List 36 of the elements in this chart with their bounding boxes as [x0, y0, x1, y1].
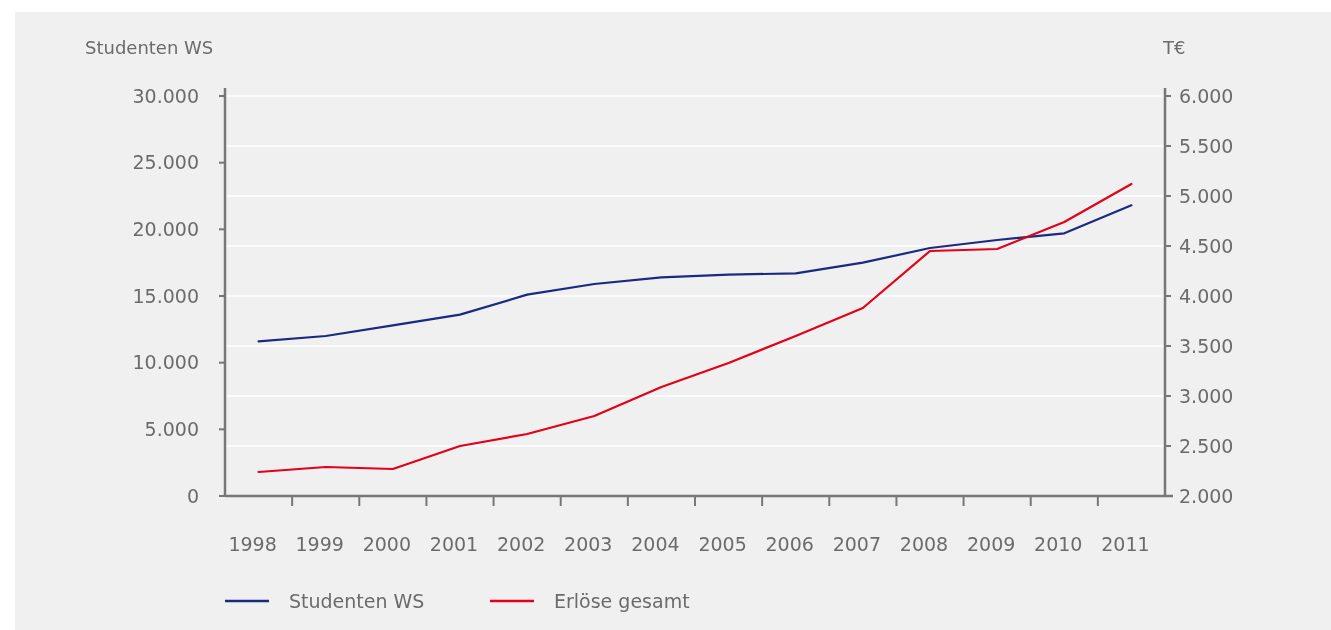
y2-tick-label: 4.500 [1179, 234, 1234, 257]
y-tick-label: 15.000 [132, 284, 199, 307]
y2-tick-label: 5.500 [1179, 134, 1234, 157]
y2-tick-label: 4.000 [1179, 284, 1234, 307]
x-tick-label: 1999 [295, 533, 344, 555]
y-axis-title: Studenten WS [85, 37, 214, 58]
y-tick-label: 25.000 [132, 151, 199, 174]
x-tick-label: 1998 [228, 533, 277, 555]
x-tick-label: 2002 [496, 533, 546, 555]
x-tick-label: 2008 [899, 533, 949, 555]
y2-tick-label: 2.500 [1179, 434, 1234, 457]
x-tick-label: 2004 [631, 533, 680, 555]
y2-tick-label: 3.000 [1179, 384, 1234, 407]
x-tick-label: 2001 [429, 533, 479, 555]
line-series [257, 204, 1133, 343]
x-tick-label: 2007 [832, 533, 882, 555]
x-tick-label: 2000 [362, 533, 412, 555]
x-tick-label: 2011 [1101, 533, 1150, 555]
x-tick-label: 2009 [966, 533, 1016, 555]
x-tick-label: 2010 [1034, 533, 1083, 555]
y-tick-label: 5.000 [144, 417, 199, 440]
legend-label: Studenten WS [289, 589, 425, 612]
legend-label: Erlöse gesamt [554, 589, 690, 612]
y2-tick-label: 6.000 [1179, 84, 1234, 107]
y-tick-label: 0 [186, 484, 199, 507]
x-tick-label: 2003 [564, 533, 613, 555]
y-tick-label: 30.000 [132, 84, 199, 107]
x-tick-label: 2006 [765, 533, 814, 555]
line-series [257, 182, 1133, 474]
y-tick-label: 20.000 [132, 217, 199, 240]
y2-tick-label: 3.500 [1179, 334, 1234, 357]
x-tick-label: 2005 [698, 533, 747, 555]
y2-tick-label: 2.000 [1179, 484, 1234, 507]
y2-tick-label: 5.000 [1179, 184, 1234, 207]
y-tick-label: 10.000 [132, 351, 199, 374]
y2-axis-title: T€ [1162, 37, 1186, 58]
